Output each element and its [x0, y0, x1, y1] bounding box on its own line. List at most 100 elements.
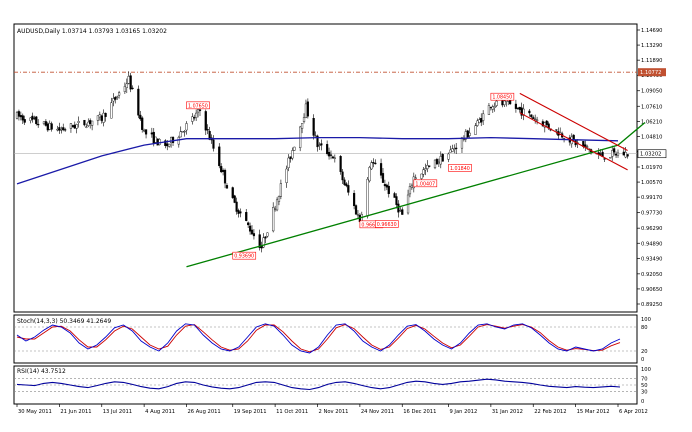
candle-body	[114, 97, 117, 100]
candle-body	[385, 184, 388, 188]
candle-body	[482, 113, 485, 121]
candle-body	[168, 143, 171, 147]
candle-body	[437, 161, 440, 164]
candle-body	[306, 101, 309, 117]
candle-body	[220, 166, 223, 173]
candle-body	[460, 137, 464, 149]
candle-body	[372, 162, 375, 164]
candle-body	[352, 192, 356, 207]
candle-body	[248, 225, 252, 232]
reference-levels: 1.10772 1.03202	[14, 68, 667, 159]
stoch-tick-label: 0	[641, 357, 644, 363]
candle-body	[21, 115, 24, 121]
candle-body	[206, 129, 209, 131]
candle-body	[191, 116, 194, 122]
price-tick-label: 1.09050	[641, 89, 662, 95]
time-tick-label: 19 Sep 2011	[234, 409, 267, 415]
candle-body	[181, 131, 184, 133]
current-price-label: 1.03202	[640, 152, 661, 158]
candle-body	[85, 126, 88, 128]
candle-body	[599, 153, 602, 155]
rsi-tick-label: 50	[641, 383, 648, 389]
candle-body	[195, 112, 198, 118]
candle-body	[501, 100, 504, 106]
candle-body	[237, 210, 240, 214]
candle-body	[56, 128, 59, 131]
candle-body	[341, 171, 344, 181]
stoch-signal-line	[16, 324, 621, 353]
stoch-panel-frame	[13, 314, 638, 364]
candle-body	[250, 229, 254, 235]
candle-body	[196, 109, 200, 113]
candle-body	[374, 162, 377, 165]
candle-body	[354, 205, 358, 215]
candle-body	[102, 112, 105, 123]
candle-body	[293, 146, 296, 151]
moving-average-line	[16, 136, 619, 185]
time-tick-label: 30 May 2011	[18, 409, 52, 415]
candle-body	[584, 144, 587, 147]
candle-body	[141, 117, 144, 130]
candle-body	[616, 152, 620, 156]
candle-body	[603, 158, 606, 160]
price-axis: 1.14690 1.13290 1.11890 1.10490 1.09050 1.076…	[637, 28, 662, 308]
candle-body	[62, 127, 65, 131]
candle-body	[225, 185, 229, 189]
candle-body	[626, 154, 629, 157]
level-price-marker	[638, 68, 666, 77]
candle-body	[50, 123, 53, 130]
channel-lower-line	[519, 112, 628, 171]
candle-body	[495, 100, 498, 106]
time-tick-label: 13 Jul 2011	[103, 409, 132, 415]
candle-body	[77, 121, 80, 123]
candle-body	[137, 88, 140, 116]
stoch-main-line	[16, 323, 621, 354]
candle-body	[170, 137, 173, 143]
price-tick-label: 1.07610	[641, 104, 662, 110]
price-label-box	[232, 251, 257, 260]
candle-body	[302, 117, 306, 123]
candle-body	[69, 123, 73, 129]
candle-body	[223, 169, 227, 184]
candle-body	[439, 156, 442, 165]
candle-body	[462, 138, 465, 141]
candle-body	[514, 103, 518, 109]
candle-body	[123, 86, 126, 92]
candle-body	[433, 159, 437, 169]
price-tick-label: 1.14690	[641, 28, 662, 34]
candle-body	[426, 165, 429, 169]
candle-body	[222, 169, 225, 172]
candle-body	[31, 115, 34, 120]
time-tick-label: 22 Feb 2012	[534, 409, 566, 415]
candle-body	[528, 110, 531, 114]
candle-body	[449, 149, 452, 153]
time-tick-label: 16 Dec 2011	[403, 409, 436, 415]
candle-body	[383, 184, 387, 187]
candle-body	[204, 111, 207, 131]
candle-body	[19, 115, 22, 118]
price-tick-label: 0.90650	[641, 287, 662, 293]
candle-body	[75, 124, 78, 129]
candle-body	[478, 119, 481, 123]
time-tick-label: 2 Nov 2011	[319, 409, 349, 415]
price-label-box	[413, 179, 438, 188]
candle-body	[611, 150, 614, 157]
candle-body	[487, 105, 491, 115]
candle-body	[131, 87, 134, 90]
price-label-box	[186, 101, 210, 110]
candle-body	[408, 186, 412, 195]
candle-body	[299, 126, 302, 148]
candle-body	[60, 129, 63, 131]
candle-body	[100, 115, 103, 121]
candle-body	[491, 106, 494, 110]
candle-body	[33, 117, 36, 119]
candle-body	[87, 121, 90, 126]
candle-body	[312, 118, 315, 136]
rsi-tick-label: 30	[641, 389, 648, 395]
stoch-tick-label: 20	[641, 349, 648, 355]
price-tick-label: 0.92050	[641, 272, 662, 278]
time-tick-label: 9 Jan 2012	[449, 409, 477, 415]
candle-body	[179, 131, 182, 138]
price-panel-frame	[13, 23, 638, 313]
